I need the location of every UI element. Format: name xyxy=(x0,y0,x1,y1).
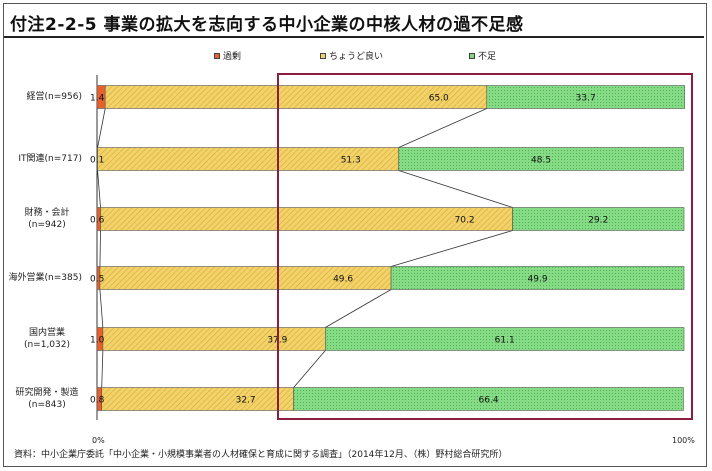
data-label-shortage-2: 29.2 xyxy=(588,216,608,226)
data-label-shortage-3: 49.9 xyxy=(528,275,548,285)
data-label-adequate-2: 70.2 xyxy=(455,216,475,226)
data-label-excess-3: 0.5 xyxy=(90,275,104,285)
x-axis-start-label: 0% xyxy=(92,436,105,445)
bar-adequate-5 xyxy=(101,387,294,411)
data-label-shortage-5: 66.4 xyxy=(479,396,499,406)
bar-shortage-1 xyxy=(398,147,684,171)
category-label-line1: IT関連(n=717) xyxy=(18,154,82,164)
data-label-adequate-3: 49.6 xyxy=(333,275,353,285)
data-label-excess-1: 0.1 xyxy=(90,156,104,166)
connector-line-adequate-2 xyxy=(390,230,513,267)
x-axis-end-label: 100% xyxy=(672,436,695,445)
shortage-highlight-box xyxy=(277,73,693,420)
category-label-line2: (n=1,032) xyxy=(23,340,71,350)
category-label-5: 研究開発・製造 (n=843) xyxy=(6,387,88,411)
chart-legend: 過剰 ちょうど良い 不足 xyxy=(0,49,712,63)
data-label-shortage-1: 48.5 xyxy=(531,156,551,166)
data-label-shortage-0: 33.7 xyxy=(576,94,596,104)
connector-line-adequate-1 xyxy=(398,170,513,208)
connector-line-adequate-3 xyxy=(325,289,392,328)
category-label-line1: 国内営業 xyxy=(28,328,65,338)
legend-item-excess: 過剰 xyxy=(214,49,241,62)
legend-label-adequate: ちょうど良い xyxy=(329,52,384,62)
category-label-2: 財務・会計 (n=942) xyxy=(6,207,88,231)
category-label-line2: (n=843) xyxy=(28,400,66,410)
category-label-1: IT関連(n=717) xyxy=(2,153,82,165)
legend-item-shortage: 不足 xyxy=(469,49,496,62)
connector-line-excess-2 xyxy=(99,230,101,267)
category-label-line1: 海外営業(n=385) xyxy=(8,273,82,283)
data-label-adequate-5: 32.7 xyxy=(236,396,256,406)
data-label-excess-0: 1.4 xyxy=(90,94,105,104)
title-divider xyxy=(4,36,704,38)
data-label-excess-2: 0.6 xyxy=(90,216,105,226)
legend-label-excess: 過剰 xyxy=(223,52,242,62)
bar-shortage-4 xyxy=(325,327,685,351)
category-label-line2: (n=942) xyxy=(28,220,66,230)
category-label-line1: 財務・会計 xyxy=(24,208,70,218)
chart-title: 付注2-2-5 事業の拡大を志向する中小企業の中核人材の過不足感 xyxy=(10,15,524,35)
connector-line-excess-0 xyxy=(97,108,106,148)
connector-line-excess-3 xyxy=(99,289,104,328)
connector-line-excess-1 xyxy=(97,170,101,208)
category-label-3: 海外営業(n=385) xyxy=(2,272,82,284)
connector-line-adequate-0 xyxy=(398,108,487,148)
legend-swatch-adequate xyxy=(320,52,326,59)
connector-line-adequate-4 xyxy=(293,350,326,388)
bar-adequate-2 xyxy=(100,207,513,231)
category-label-line1: 経営(n=956) xyxy=(26,92,82,102)
legend-swatch-shortage xyxy=(469,52,475,59)
legend-swatch-excess xyxy=(214,52,220,59)
category-label-4: 国内営業 (n=1,032) xyxy=(6,327,88,351)
connector-line-excess-4 xyxy=(101,350,104,388)
data-label-adequate-1: 51.3 xyxy=(341,156,361,166)
data-label-adequate-0: 65.0 xyxy=(429,94,449,104)
legend-label-shortage: 不足 xyxy=(478,52,497,62)
data-label-excess-5: 0.8 xyxy=(90,396,105,406)
legend-item-adequate: ちょうど良い xyxy=(320,49,383,62)
category-label-0: 経営(n=956) xyxy=(2,91,82,103)
bar-shortage-2 xyxy=(512,207,685,231)
data-label-shortage-4: 61.1 xyxy=(495,336,515,346)
bar-shortage-5 xyxy=(293,387,684,411)
source-note: 資料：中小企業庁委託「中小企業・小規模事業者の人材確保と育成に関する調査」（20… xyxy=(14,450,508,460)
data-label-excess-4: 1.0 xyxy=(90,336,105,346)
category-label-line1: 研究開発・製造 xyxy=(15,388,79,398)
bar-shortage-3 xyxy=(390,266,685,290)
bar-shortage-0 xyxy=(486,85,685,109)
bar-adequate-4 xyxy=(102,327,326,351)
